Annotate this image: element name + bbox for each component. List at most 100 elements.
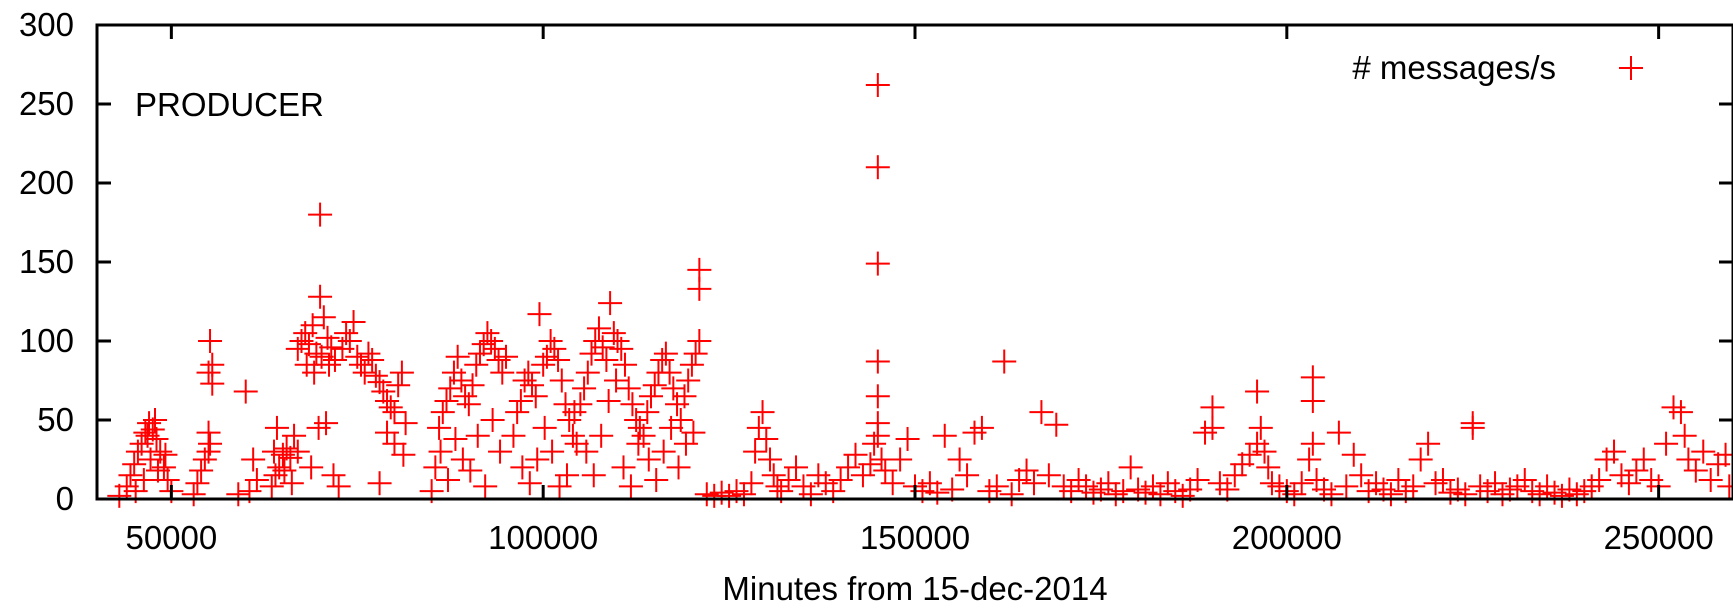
data-point [1453,482,1478,507]
data-point [259,474,284,499]
data-point [992,349,1017,374]
data-point [895,426,920,451]
data-point [1297,447,1322,472]
data-point [363,363,388,388]
data-point [1021,471,1046,496]
data-point [761,463,786,488]
data-point [200,371,225,396]
y-tick-label: 150 [19,243,74,280]
data-point [445,344,470,369]
x-tick-label: 150000 [860,519,970,556]
data-point [465,423,490,448]
data-point [352,360,377,385]
data-point [279,471,304,496]
data-point [274,436,299,461]
data-point [616,376,641,401]
data-point [189,458,214,483]
data-point [676,368,701,393]
data-point [143,408,168,432]
data-point [501,423,526,448]
x-tick-label: 50000 [125,519,217,556]
data-point [1408,447,1433,472]
data-point [356,341,381,366]
data-point [642,373,667,398]
legend: # messages/s [1352,49,1643,86]
data-point [464,352,489,377]
data-point [657,360,682,385]
data-point [865,384,890,409]
data-point [858,452,883,477]
data-point [1430,468,1455,493]
data-point [1289,471,1314,496]
data-point [1256,455,1281,480]
data-point [449,368,474,393]
data-point [542,336,567,361]
data-point [337,329,362,353]
data-point [750,400,775,425]
data-point [480,408,505,432]
data-point [360,347,385,372]
data-point [589,423,614,448]
data-point [458,458,483,483]
data-point [314,411,339,436]
data-point [836,455,861,480]
data-point [1334,474,1359,499]
data-point [527,302,552,327]
data-point [308,202,333,227]
data-point [1587,468,1612,493]
x-tick-label: 200000 [1232,519,1342,556]
data-point [888,447,913,472]
data-point [151,455,176,480]
data-point [1713,442,1733,467]
data-point [285,439,310,464]
data-point [488,439,513,464]
data-point [241,447,266,472]
data-point [1602,439,1627,464]
data-point [932,423,957,448]
data-point [1252,439,1277,464]
data-point [739,471,764,496]
y-tick-label: 100 [19,322,74,359]
data-point [631,423,656,448]
data-point [798,482,823,507]
data-point [367,370,392,395]
data-point [1341,442,1366,467]
data-point [653,341,678,366]
data-point [382,400,407,425]
data-point [1326,420,1351,445]
data-point [612,352,637,377]
data-point [508,389,533,414]
data-point [1319,482,1344,507]
data-point [423,455,448,480]
data-point [683,341,708,366]
x-tick-label: 250000 [1604,519,1714,556]
data-point [969,415,994,440]
data-point [1654,431,1679,456]
data-point [651,439,676,464]
data-point [244,468,269,493]
x-tick-label: 100000 [488,519,598,556]
data-point [865,423,890,448]
data-point [639,384,664,409]
data-point [776,468,801,493]
data-point [549,368,574,393]
data-point [137,411,162,436]
data-point [428,439,453,464]
data-point [1672,423,1697,448]
data-point [494,344,518,369]
data-point [687,276,712,301]
data-point [743,439,768,464]
data-point [341,310,366,335]
axis-ticks [97,23,1733,501]
data-point [389,360,414,385]
data-point [925,480,950,505]
data-point [317,352,342,377]
data-point [517,471,542,496]
data-point [1200,395,1225,420]
data-point [135,423,160,448]
data-point [865,251,890,276]
data-point [118,463,143,488]
data-point [391,442,416,467]
data-point [604,368,629,393]
data-point [1668,400,1693,425]
